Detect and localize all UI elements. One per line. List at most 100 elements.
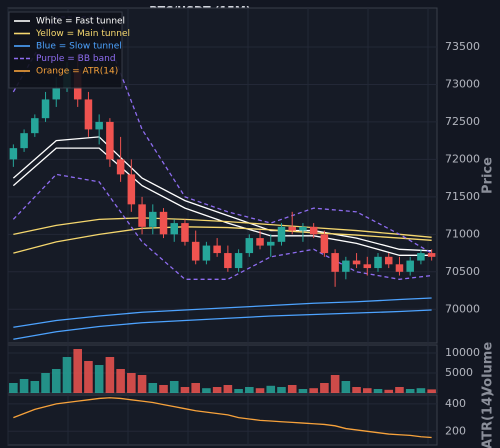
volume-bar [341, 381, 351, 393]
y-tick-label: 70500 [445, 265, 480, 278]
volume-bar [202, 388, 211, 393]
panel [7, 344, 438, 394]
y-tick-label: 70000 [445, 302, 480, 315]
legend-label: Purple = BB band [36, 54, 116, 64]
candle-body [427, 253, 436, 257]
candle-body [106, 121, 114, 160]
volume-bar [41, 373, 50, 393]
candle-body [256, 238, 264, 246]
volume-bar [405, 389, 415, 393]
candle-body [84, 99, 93, 130]
candle-body [138, 204, 146, 227]
volume-bar [169, 381, 179, 393]
indicator-line [12, 147, 432, 256]
y-tick-label: 72000 [445, 152, 480, 165]
volume-bar [330, 375, 340, 393]
y-tick-label: 400 [445, 397, 466, 410]
legend-label: White = Fast tunnel [36, 17, 125, 27]
candle-body [352, 260, 361, 265]
candle-body [52, 88, 61, 100]
candle-body [224, 253, 232, 269]
candle-body [277, 226, 286, 242]
volume-bar [137, 375, 147, 393]
y-tick-label: 73500 [445, 40, 480, 53]
candle-body [234, 253, 243, 269]
y-tick-label: 5000 [445, 366, 473, 379]
candle-body [159, 211, 168, 235]
candle-body [363, 264, 372, 269]
candle-body [342, 260, 350, 272]
candle-body [245, 238, 254, 254]
candle-body [31, 118, 39, 134]
candle-body [384, 256, 393, 265]
volume-bar [245, 387, 254, 393]
volume-bar [255, 388, 265, 393]
volume-bar [84, 361, 93, 393]
indicator-line [13, 297, 432, 328]
y-axis-label: Volume [481, 342, 496, 397]
volume-bar [223, 385, 233, 393]
volume-bar [51, 369, 61, 393]
candle-body [116, 159, 125, 175]
volume-bar [320, 383, 329, 393]
candle-body [288, 226, 296, 231]
candle-body [181, 223, 189, 242]
y-axis-label: Price [481, 157, 496, 194]
atr-line [13, 397, 432, 439]
legend-label: Blue = Slow tunnel [36, 42, 122, 52]
volume-bar [19, 379, 29, 393]
candle-body [149, 211, 157, 227]
volume-bar [427, 389, 436, 393]
y-axis-label: ATR(14) [481, 391, 496, 448]
candle-body [95, 121, 103, 130]
volume-bar [159, 385, 168, 393]
candle-body [9, 148, 18, 160]
volume-bar [9, 383, 18, 393]
panel [7, 394, 438, 446]
candle-body [395, 264, 404, 272]
candle-body [374, 256, 382, 269]
candle-body [320, 234, 329, 254]
candle-body [417, 253, 425, 261]
y-tick-label: 71000 [445, 227, 480, 240]
candle-body [170, 223, 178, 235]
candle-body [267, 241, 275, 246]
candle-body [331, 253, 339, 272]
candle-body [127, 174, 136, 205]
volume-bar [30, 381, 40, 393]
volume-bar [116, 369, 125, 393]
volume-bar [73, 349, 83, 393]
indicator-line [12, 136, 432, 252]
y-tick-label: 72500 [445, 115, 480, 128]
candle-body [20, 133, 28, 149]
volume-bar [191, 383, 200, 393]
candle-body [41, 99, 50, 119]
volume-bar [105, 357, 115, 393]
plot [9, 349, 436, 393]
volume-bar [395, 387, 404, 393]
indicator-line [13, 226, 432, 254]
volume-bar [373, 389, 383, 393]
legend-label: Orange = ATR(14) [36, 67, 118, 77]
y-tick-label: 10000 [445, 346, 480, 359]
y-tick-label: 73000 [445, 77, 480, 90]
volume-bar [234, 389, 243, 393]
legend-box [8, 11, 123, 89]
candle-body [213, 245, 221, 254]
indicator-line [13, 217, 432, 238]
volume-bar [384, 389, 394, 393]
volume-bar [62, 357, 72, 393]
indicator-line [13, 309, 432, 340]
candle-body [309, 226, 318, 235]
candle-body [202, 245, 211, 261]
volume-bar [277, 387, 286, 393]
volume-bar [266, 385, 276, 393]
volume-bar [127, 373, 136, 393]
volume-bar [362, 388, 372, 393]
plot [13, 397, 432, 439]
volume-bar [148, 383, 158, 393]
y-tick-label: 200 [445, 424, 466, 437]
volume-bar [416, 388, 426, 393]
candle-body [406, 260, 414, 272]
